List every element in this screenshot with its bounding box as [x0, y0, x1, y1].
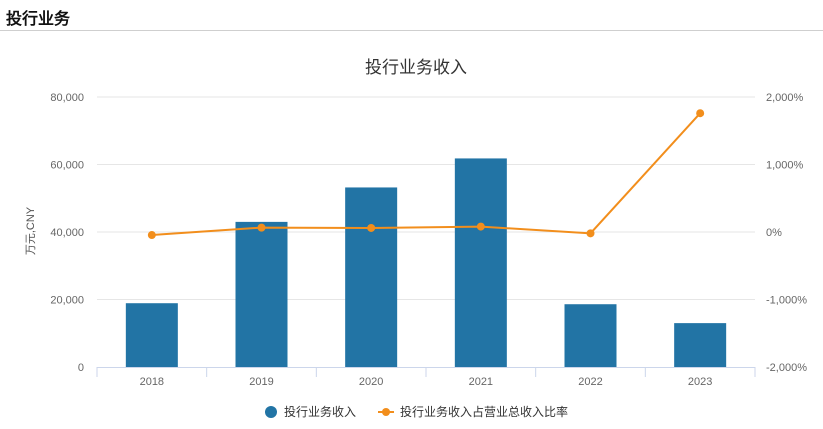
- section-title: 投行业务: [6, 11, 71, 28]
- y-left-tick-label: 40,000: [50, 227, 84, 239]
- y-right-tick-label: 2,000%: [766, 92, 804, 104]
- line-path: [151, 112, 701, 237]
- grid-lines: [97, 96, 755, 300]
- line-point: [147, 231, 156, 240]
- bar: [564, 304, 617, 367]
- legend-bar-marker: [265, 406, 277, 418]
- legend-bar-label: 投行业务收入: [284, 404, 356, 419]
- y-left-tick-label: 0: [78, 362, 84, 374]
- y-right-tick-label: -1,000%: [766, 295, 807, 307]
- y-left-tick-label: 60,000: [50, 160, 84, 172]
- chart-title: 投行业务收入: [365, 58, 467, 77]
- y-left-tick-label: 20,000: [50, 295, 84, 307]
- bar: [345, 187, 398, 367]
- legend-line-marker: [382, 408, 390, 416]
- y-left-tick-label: 80,000: [50, 92, 84, 104]
- y-right-tick-label: -2,000%: [766, 362, 807, 374]
- axes: 0 -2,000% 20,000 -1,000% 40,000 0% 60,000 1,000…: [50, 92, 807, 388]
- x-tick-label: 2022: [578, 376, 602, 388]
- x-tick-label: 2018: [140, 376, 164, 388]
- y-right-tick-label: 0%: [766, 227, 782, 239]
- x-tick-label: 2021: [469, 376, 493, 388]
- x-tick-label: 2020: [359, 376, 383, 388]
- line-point: [257, 223, 266, 232]
- bar: [674, 323, 727, 367]
- legend-item-bar[interactable]: 投行业务收入: [265, 404, 356, 419]
- line-point: [367, 223, 376, 232]
- section-header: 投行业务: [0, 0, 823, 31]
- line-point: [696, 109, 705, 118]
- line-series: [147, 109, 705, 240]
- bar: [125, 303, 178, 367]
- bar-series: [125, 158, 727, 367]
- y-left-axis-label: 万元,CNY: [25, 206, 37, 255]
- legend-line-label: 投行业务收入占营业总收入比率: [400, 404, 568, 419]
- y-right-tick-label: 1,000%: [766, 160, 804, 172]
- legend-item-line[interactable]: 投行业务收入占营业总收入比率: [378, 404, 568, 419]
- bar: [454, 158, 507, 367]
- line-point: [476, 222, 485, 231]
- x-tick-label: 2019: [249, 376, 273, 388]
- line-point: [586, 229, 595, 238]
- legend: 投行业务收入 投行业务收入占营业总收入比率: [265, 404, 568, 419]
- x-tick-label: 2023: [688, 376, 712, 388]
- bar: [235, 221, 288, 367]
